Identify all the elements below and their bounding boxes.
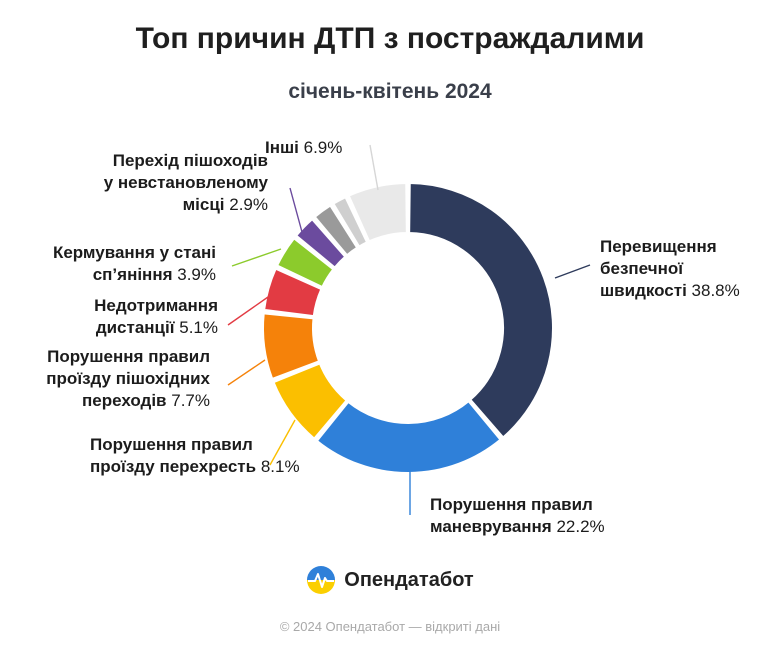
donut-slice-3 [262, 312, 321, 380]
slice-label-2: Порушення правил проїзду перехресть 8.1% [90, 435, 300, 476]
slice-label-4: Недотримання дистанції 5.1% [94, 296, 218, 337]
slice-label-1: Порушення правил маневрування 22.2% [430, 495, 605, 536]
brand-logo: Опендатабот [0, 565, 780, 595]
leader-line-0 [554, 264, 591, 279]
slice-label-6: Перехід пішоходів у невстановленому місці … [104, 151, 269, 214]
chart-subtitle: січень-квітень 2024 [288, 80, 492, 103]
donut-slice-5 [276, 237, 335, 289]
slice-label-5: Кермування у стані сп’яніння 3.9% [53, 243, 216, 284]
brand-name: Опендатабот [344, 568, 474, 591]
slice-value-0: 38.8% [687, 281, 740, 300]
leader-line-3 [227, 359, 266, 386]
donut-slice-7 [313, 204, 359, 257]
leader-line-9 [369, 144, 379, 191]
slice-label-9: Інші 6.9% [265, 138, 342, 157]
donut-slice-8 [332, 196, 369, 248]
donut-slice-0 [408, 182, 554, 439]
leader-line-5 [231, 248, 282, 267]
donut-chart: Перевищення безпечної швидкості 38.8% Поруш… [46, 138, 740, 536]
donut-slice-2 [272, 362, 348, 440]
slice-value-4: 5.1% [175, 318, 218, 337]
slice-value-5: 3.9% [173, 265, 216, 284]
slice-value-3: 7.7% [167, 391, 210, 410]
slice-value-6: 2.9% [225, 195, 268, 214]
chart-title: Топ причин ДТП з постраждалими [135, 22, 645, 55]
opendatabot-logo-icon [307, 566, 336, 594]
footer-copyright: © 2024 Опендатабот — відкриті дані [279, 619, 501, 634]
leader-line-2 [269, 419, 296, 466]
leader-line-4 [227, 296, 269, 326]
donut-slice-9 [347, 182, 408, 243]
leader-line-6 [289, 187, 303, 233]
slice-label-0: Перевищення безпечної швидкості 38.8% [600, 237, 740, 300]
slice-value-2: 8.1% [256, 457, 299, 476]
slice-value-9: 6.9% [299, 138, 342, 157]
slice-value-1: 22.2% [552, 517, 605, 536]
donut-slice-1 [315, 400, 502, 474]
donut-slice-4 [263, 267, 323, 318]
slice-label-3: Порушення правил проїзду пішохідних перехо… [46, 347, 210, 410]
